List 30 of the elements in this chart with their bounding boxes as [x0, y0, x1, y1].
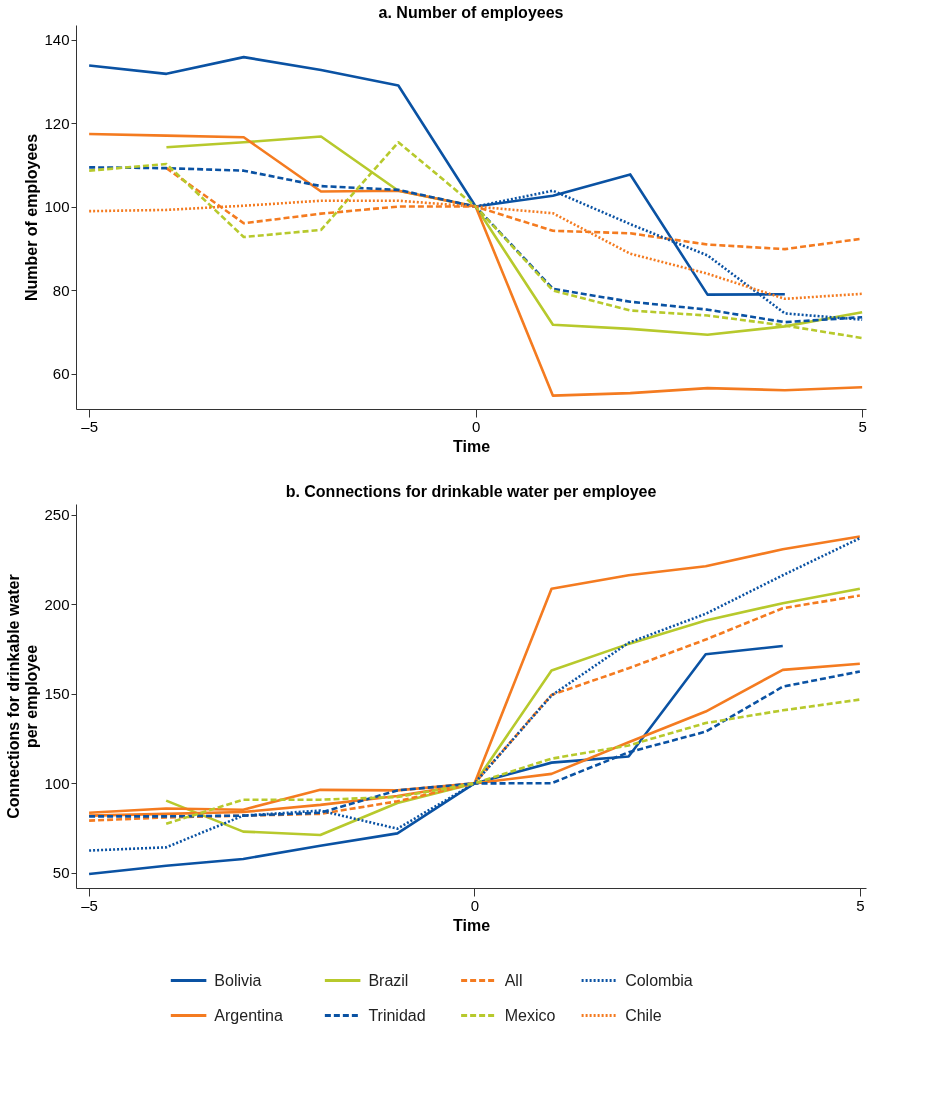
x-tick-label: 5: [856, 896, 865, 914]
x-tick-label: –5: [81, 896, 98, 914]
y-axis-title: Number of employees: [23, 133, 41, 302]
y-tick-label: 250: [44, 506, 70, 524]
x-tick-label: 5: [858, 417, 867, 435]
y-tick-label: 60: [52, 365, 70, 383]
legend-label: Bolivia: [214, 971, 262, 989]
y-tick-label: 120: [44, 114, 70, 132]
y-tick-label: 80: [52, 281, 70, 299]
x-axis-title: Time: [452, 437, 491, 455]
x-tick-label: 0: [471, 417, 481, 435]
legend-label: Brazil: [368, 971, 409, 989]
y-tick-label: 140: [44, 31, 70, 49]
x-tick-label: 0: [470, 896, 480, 914]
y-tick-label: 50: [52, 864, 70, 882]
legend-label: All: [504, 971, 523, 989]
chart-title: a. Number of employees: [378, 4, 564, 21]
legend-label: Chile: [625, 1006, 662, 1024]
y-tick-label: 100: [44, 198, 70, 216]
legend-label: Mexico: [504, 1006, 556, 1024]
legend-label: Colombia: [625, 971, 693, 989]
y-axis-title: Connections for drinkable water per employee: [5, 574, 41, 819]
legend-label: Argentina: [214, 1006, 283, 1024]
x-tick-label: –5: [81, 417, 98, 435]
y-tick-label: 150: [44, 685, 70, 703]
x-axis-title: Time: [452, 916, 491, 934]
chart-title: b. Connections for drinkable water per employee: [285, 483, 657, 500]
y-tick-label: 100: [44, 774, 70, 792]
y-tick-label: 200: [44, 595, 70, 613]
legend-label: Trinidad: [368, 1006, 426, 1024]
